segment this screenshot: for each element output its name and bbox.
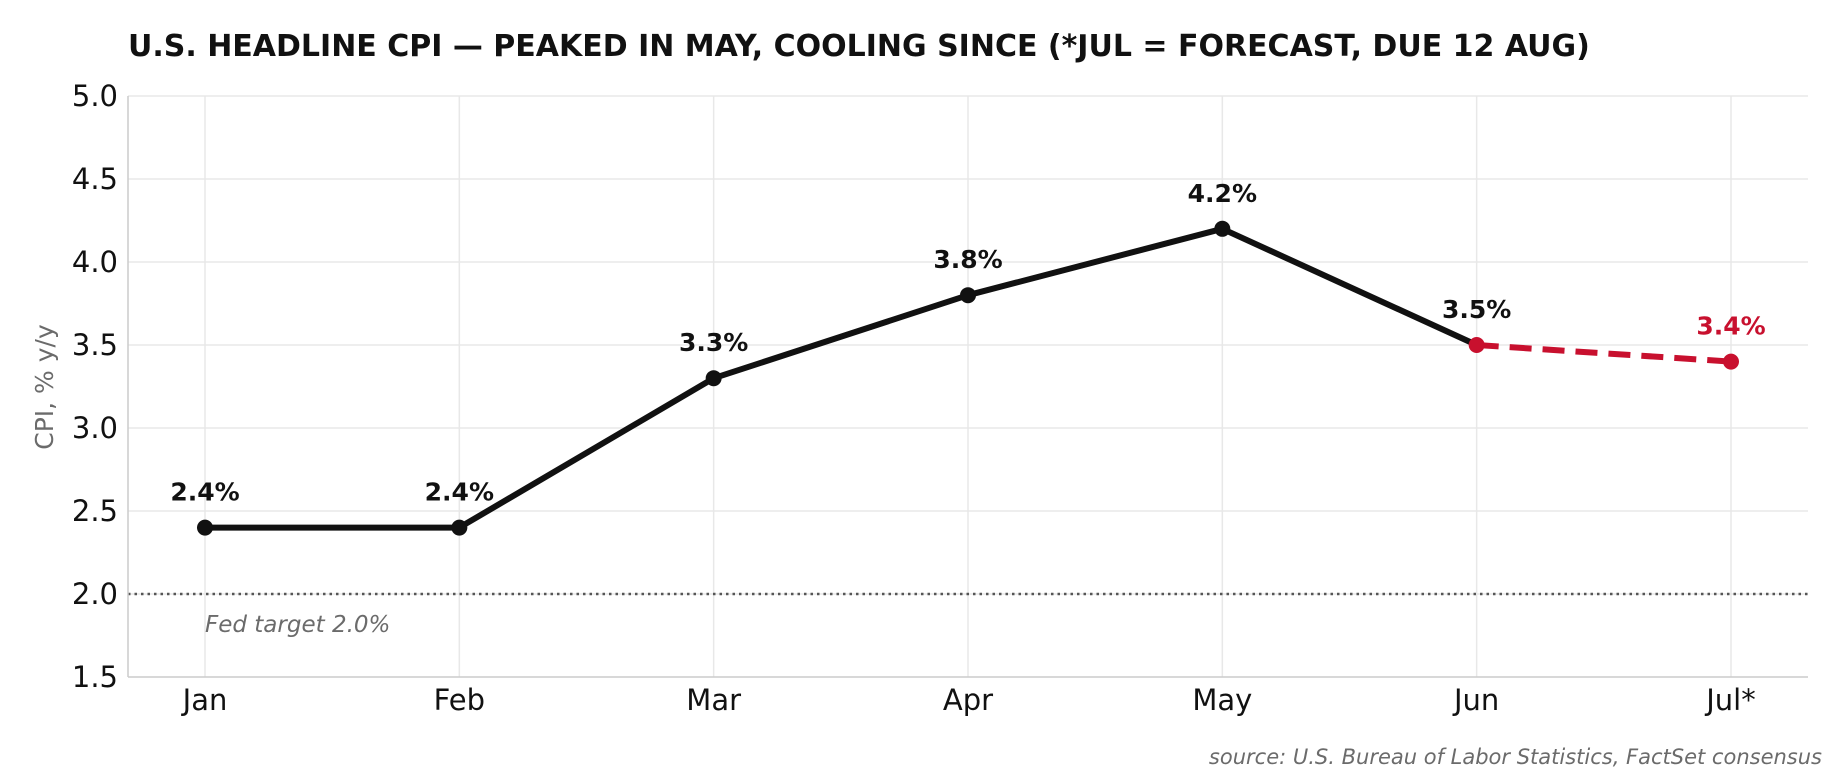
y-tick-label: 1.5 (72, 660, 118, 694)
data-label: 3.4% (1696, 312, 1765, 341)
fed-target-label: Fed target 2.0% (205, 612, 390, 638)
data-point (1214, 220, 1231, 237)
x-tick-label: Jun (1452, 683, 1499, 717)
data-label: 2.4% (170, 478, 239, 507)
x-tick-label: Feb (434, 683, 485, 717)
series-points (197, 220, 1739, 536)
data-point (197, 519, 213, 536)
y-tick-label: 4.0 (72, 245, 118, 279)
x-tick-label: May (1192, 683, 1252, 717)
x-tick-label: Mar (686, 683, 741, 717)
y-tick-label: 2.0 (72, 577, 118, 611)
y-tick-label: 5.0 (72, 79, 118, 113)
y-tick-label: 3.5 (72, 328, 118, 362)
fed-target-reference: Fed target 2.0% (128, 592, 1808, 638)
data-labels: 2.4% 2.4% 3.3% 3.8% 4.2% 3.5% 3.4% (170, 179, 1765, 507)
actual-series-line (205, 225, 1478, 531)
y-tick-label: 4.5 (72, 162, 118, 196)
data-label: 4.2% (1188, 179, 1257, 208)
chart-title: U.S. HEADLINE CPI — PEAKED IN MAY, COOLI… (128, 29, 1590, 64)
data-label: 2.4% (425, 478, 494, 507)
data-point (451, 519, 468, 536)
y-axis-label: CPI, % y/y (30, 324, 59, 450)
forecast-series-line (1476, 342, 1732, 365)
source-note: source: U.S. Bureau of Labor Statistics,… (1209, 745, 1822, 769)
gridlines (128, 95, 1808, 677)
y-tick-label: 3.0 (72, 411, 118, 445)
data-label: 3.5% (1442, 295, 1511, 324)
x-tick-label: Apr (943, 683, 993, 717)
y-tick-label: 2.5 (72, 494, 118, 528)
x-tick-label: Jan (181, 683, 228, 717)
data-label: 3.3% (679, 328, 748, 357)
data-point (705, 370, 722, 387)
series-lines (205, 225, 1732, 531)
data-point (1468, 337, 1485, 353)
data-point (1723, 353, 1739, 370)
axes: 1.5 2.0 2.5 3.0 3.5 4.0 4.5 5.0 Jan Feb Mar Apr May J… (72, 79, 1808, 717)
x-tick-label: Jul* (1704, 683, 1756, 717)
data-label: 3.8% (933, 245, 1002, 274)
data-point (960, 287, 976, 304)
